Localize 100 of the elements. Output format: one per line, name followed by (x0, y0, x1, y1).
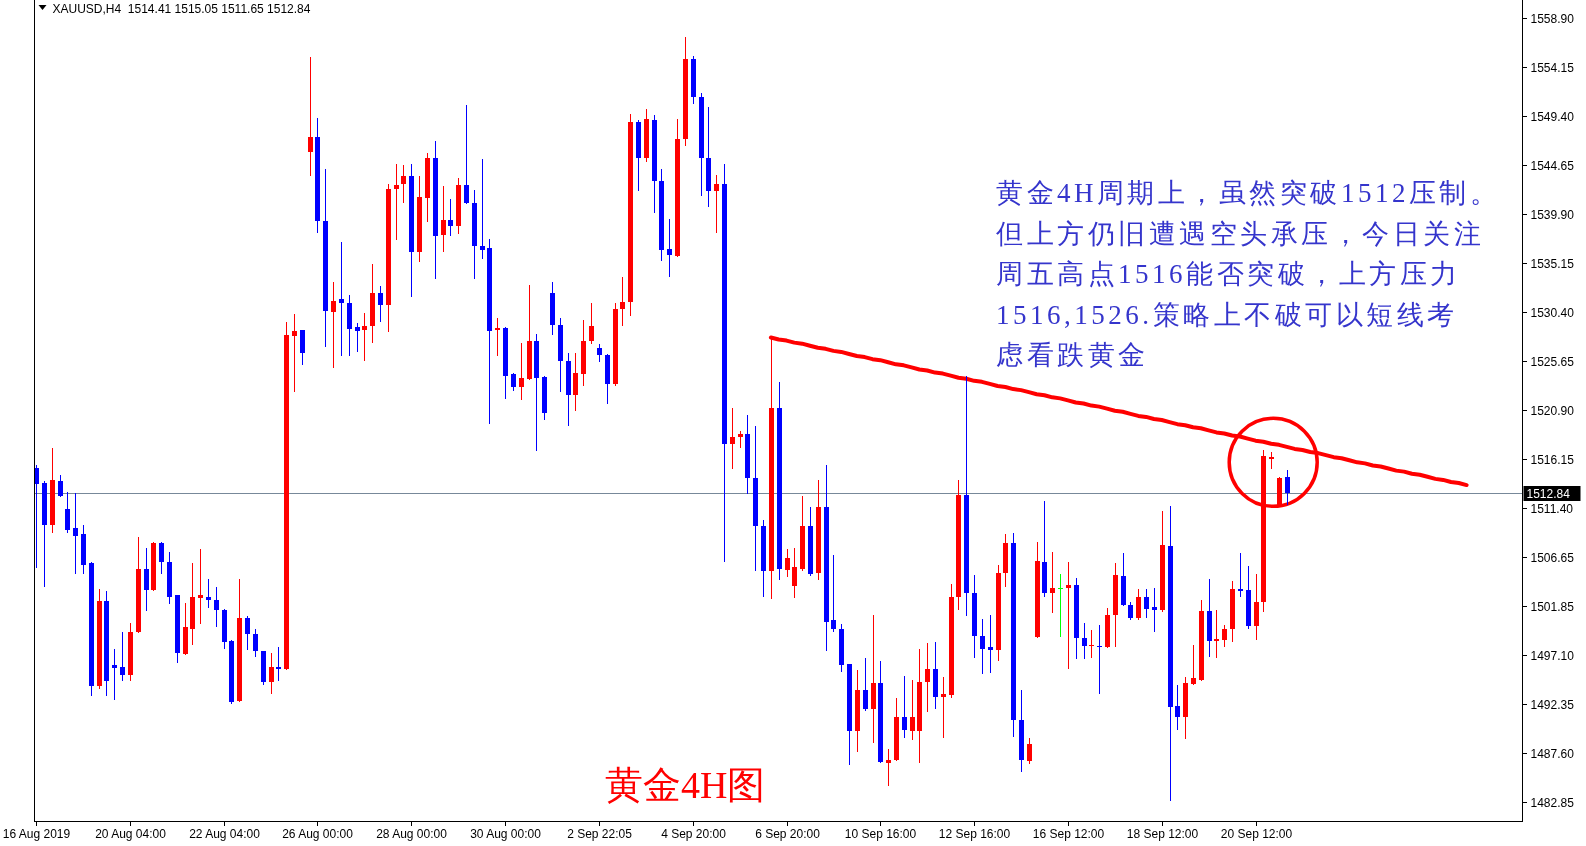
y-tick-label: 1506.65 (1530, 550, 1575, 565)
candlestick (667, 218, 672, 278)
annotation: 虑看跌黄金 (996, 340, 1149, 370)
x-tick-label: 26 Aug 00:00 (282, 826, 354, 841)
candlestick (1152, 587, 1157, 633)
y-tick-label: 1520.90 (1530, 403, 1575, 418)
candlestick (378, 285, 383, 323)
candlestick (1285, 469, 1290, 506)
candlestick (1050, 551, 1055, 614)
candlestick (831, 554, 836, 633)
candlestick (253, 628, 258, 658)
candlestick (597, 343, 602, 363)
chart-title: XAUUSD,H4 1514.41 1515.05 1511.65 1512.84 (52, 2, 311, 16)
candlestick (1089, 629, 1094, 659)
x-tick-label: 12 Sep 16:00 (938, 826, 1011, 841)
candlestick (988, 614, 993, 674)
candlestick (511, 372, 516, 392)
y-tick-label: 1554.15 (1530, 60, 1575, 75)
candlestick (620, 276, 625, 327)
candlestick (206, 578, 211, 609)
candlestick (1214, 609, 1219, 659)
y-tick-label: 1539.90 (1530, 207, 1575, 222)
annotation: 黄金4H图 (605, 764, 766, 806)
candlestick (1066, 561, 1071, 670)
x-tick-label: 2 Sep 22:05 (567, 826, 633, 841)
candlestick (112, 648, 117, 701)
candlestick (144, 547, 149, 612)
candlestick (910, 679, 915, 741)
candlestick (1191, 644, 1196, 686)
x-tick-label: 16 Sep 12:00 (1032, 826, 1105, 841)
annotation: 黄金4H周期上，虽然突破1512压制。 (996, 178, 1501, 208)
candlestick (495, 317, 500, 357)
y-tick-label: 1516.15 (1530, 452, 1575, 467)
candlestick (448, 198, 453, 237)
x-tick-label: 6 Sep 20:00 (755, 826, 821, 841)
x-tick-label: 28 Aug 00:00 (376, 826, 448, 841)
candlestick (276, 646, 281, 682)
candlestick (308, 56, 313, 177)
y-tick-label: 1549.40 (1530, 109, 1575, 124)
candlestick (401, 164, 406, 204)
candlestick (573, 352, 578, 412)
annotation: 1516,1526.策略上不破可以短线考 (996, 299, 1458, 330)
candlestick (269, 652, 274, 695)
x-tick-label: 16 Aug 2019 (2, 826, 71, 841)
candlestick (1027, 737, 1032, 765)
annotation: 但上方仍旧遭遇空头承压，今日关注 (996, 218, 1484, 249)
x-tick-label: 18 Sep 12:00 (1126, 826, 1199, 841)
candlestick (1097, 624, 1102, 695)
candlestick (159, 541, 164, 575)
annotation: 周五高点1516能否突破，上方压力 (996, 259, 1461, 289)
candlestick (519, 342, 524, 401)
candlestick (464, 104, 469, 205)
candlestick (980, 618, 985, 675)
y-tick-label: 1497.10 (1530, 648, 1575, 663)
x-tick-label: 4 Sep 20:00 (661, 826, 727, 841)
candlestick (902, 675, 907, 739)
candlestick (925, 642, 930, 713)
candlestick (480, 158, 485, 260)
candlestick (58, 474, 63, 498)
candlestick (35, 464, 39, 569)
candlestick (1238, 552, 1243, 598)
candlestick (1128, 601, 1133, 621)
y-tick-label: 1535.15 (1530, 256, 1575, 271)
candlestick (886, 748, 891, 787)
y-tick-label: 1487.60 (1530, 746, 1575, 761)
candlestick (73, 492, 78, 575)
candlestick (1058, 573, 1063, 638)
y-tick-label: 1558.90 (1530, 11, 1575, 26)
y-tick-label: 1482.85 (1530, 795, 1575, 810)
candlestick (65, 491, 70, 534)
candlestick (331, 281, 336, 369)
candlestick (339, 241, 344, 357)
candlestick (1144, 588, 1149, 619)
candlestick (730, 407, 735, 470)
candlestick (441, 185, 446, 253)
candlestick (198, 548, 203, 625)
x-tick-label: 20 Aug 04:00 (95, 826, 167, 841)
y-tick-label: 1501.85 (1530, 599, 1575, 614)
candlestick (394, 163, 399, 241)
y-tick-label: 1530.40 (1530, 305, 1575, 320)
x-tick-label: 20 Sep 12:00 (1220, 826, 1293, 841)
y-tick-label: 1492.35 (1530, 697, 1575, 712)
y-tick-label: 1525.65 (1530, 354, 1575, 369)
candlestick (1136, 588, 1141, 621)
x-tick-label: 22 Aug 04:00 (189, 826, 261, 841)
y-tick-label: 1544.65 (1530, 158, 1575, 173)
candlestick (292, 313, 297, 393)
candlestick (941, 676, 946, 739)
candlestick (863, 657, 868, 712)
candlestick (300, 329, 305, 366)
candlestick (589, 302, 594, 345)
x-tick-label: 10 Sep 16:00 (844, 826, 917, 841)
x-tick-label: 30 Aug 00:00 (470, 826, 542, 841)
candlestick (214, 586, 219, 628)
candlestick (362, 312, 367, 362)
candlestick (120, 631, 125, 682)
candlestick (785, 548, 790, 578)
candlestick (1175, 684, 1180, 731)
candlestick (1082, 622, 1087, 660)
candlestick (245, 615, 250, 651)
